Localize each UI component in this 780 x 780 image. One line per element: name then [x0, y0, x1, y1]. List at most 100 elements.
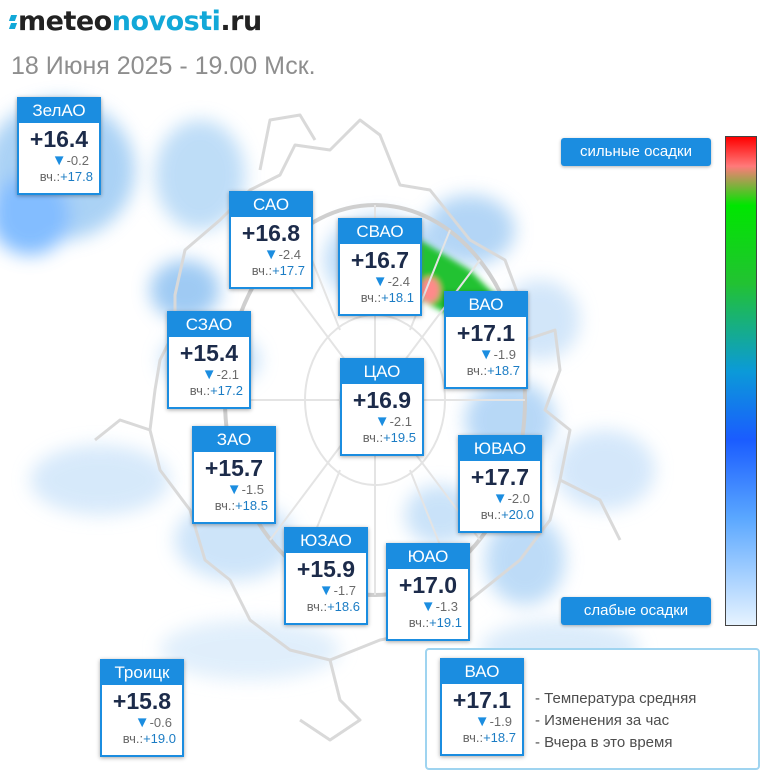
district-temp: +15.8: [112, 688, 172, 714]
district-yesterday: вч.:+18.7: [446, 362, 526, 379]
change-value: -2.4: [387, 274, 410, 289]
legend-key-box: ВАО +17.1 ▼-1.9 вч.:+18.7 - Температура …: [425, 648, 760, 770]
district-change: ▼-2.4: [340, 274, 420, 289]
change-value: -2.1: [389, 414, 412, 429]
yesterday-label: вч.:: [462, 730, 484, 745]
key-line-temp: - Температура средняя: [535, 690, 697, 707]
district-change: ▼-1.5: [194, 482, 274, 497]
district-change: ▼-2.4: [231, 247, 311, 262]
yesterday-label: вч.:: [189, 383, 211, 398]
yesterday-label: вч.:: [306, 599, 328, 614]
district-card-szao[interactable]: СЗАО +15.4 ▼-2.1 вч.:+17.2: [167, 311, 251, 409]
yesterday-label: вч.:: [251, 263, 273, 278]
forecast-date: 18 Июня 2025 - 19.00 Мск.: [11, 52, 316, 80]
district-yesterday: вч.:+18.6: [286, 598, 366, 615]
district-change: ▼-1.3: [388, 599, 468, 614]
district-temp: +15.9: [296, 556, 356, 582]
district-name: ВАО: [446, 293, 526, 317]
district-change: ▼-2.1: [169, 367, 249, 382]
district-name: Троицк: [102, 661, 182, 685]
legend-light-label: слабые осадки: [561, 597, 711, 625]
yesterday-label: вч.:: [214, 498, 236, 513]
district-temp: +15.4: [179, 340, 239, 366]
down-arrow-icon: ▼: [318, 582, 334, 599]
district-card-zao[interactable]: ЗАО +15.7 ▼-1.5 вч.:+18.5: [192, 426, 276, 524]
district-change: ▼-0.6: [102, 715, 182, 730]
yesterday-value: +17.8: [60, 169, 93, 184]
district-yesterday: вч.:+17.7: [231, 262, 311, 279]
district-yesterday: вч.:+19.5: [342, 429, 422, 446]
district-yesterday: вч.:+17.2: [169, 382, 249, 399]
district-yesterday: вч.:+19.0: [102, 730, 182, 747]
down-arrow-icon: ▼: [492, 490, 508, 507]
district-card-sao[interactable]: САО +16.8 ▼-2.4 вч.:+17.7: [229, 191, 313, 289]
district-card-yuvao[interactable]: ЮВАО +17.7 ▼-2.0 вч.:+20.0: [458, 435, 542, 533]
district-yesterday: вч.:+19.1: [388, 614, 468, 631]
down-arrow-icon: ▼: [372, 273, 388, 290]
district-change: ▼-2.0: [460, 491, 540, 506]
down-arrow-icon: ▼: [134, 714, 150, 731]
district-card-vao[interactable]: ВАО +17.1 ▼-1.9 вч.:+18.7: [444, 291, 528, 389]
district-yesterday: вч.:+17.8: [19, 168, 99, 185]
district-card-svao[interactable]: СВАО +16.7 ▼-2.4 вч.:+18.1: [338, 218, 422, 316]
change-value: -1.5: [241, 482, 264, 497]
down-arrow-icon: ▼: [201, 366, 217, 383]
district-name: ЗелАО: [19, 99, 99, 123]
change-value: -2.0: [507, 491, 530, 506]
down-arrow-icon: ▼: [374, 413, 390, 430]
district-name: ЗАО: [194, 428, 274, 452]
site-logo[interactable]: meteonovosti.ru: [8, 6, 262, 37]
yesterday-value: +17.2: [210, 383, 243, 398]
yesterday-label: вч.:: [408, 615, 430, 630]
yesterday-value: +17.7: [272, 263, 305, 278]
district-card-zelao[interactable]: ЗелАО +16.4 ▼-0.2 вч.:+17.8: [17, 97, 101, 195]
district-change: ▼-1.9: [446, 347, 526, 362]
district-yesterday: вч.:+18.5: [194, 497, 274, 514]
yesterday-value: +19.0: [143, 731, 176, 746]
change-value: -1.7: [333, 583, 356, 598]
yesterday-label: вч.:: [480, 507, 502, 522]
legend-sample-card: ВАО +17.1 ▼-1.9 вч.:+18.7: [440, 658, 524, 756]
district-change: ▼-2.1: [342, 414, 422, 429]
district-temp: +17.1: [456, 320, 516, 346]
key-line-yesterday: - Вчера в это время: [535, 734, 673, 751]
yesterday-value: +18.5: [235, 498, 268, 513]
district-card-tsao[interactable]: ЦАО +16.9 ▼-2.1 вч.:+19.5: [340, 358, 424, 456]
district-temp: +16.4: [29, 126, 89, 152]
sample-district-name: ВАО: [442, 660, 522, 684]
down-arrow-icon: ▼: [263, 246, 279, 263]
sample-yesterday-value: +18.7: [483, 730, 516, 745]
district-yesterday: вч.:+18.1: [340, 289, 420, 306]
change-value: -1.9: [493, 347, 516, 362]
yesterday-value: +18.1: [381, 290, 414, 305]
sample-change-value: -1.9: [489, 714, 512, 729]
district-yesterday: вч.:+20.0: [460, 506, 540, 523]
logo-text-meteo: meteo: [18, 6, 112, 37]
district-name: ЦАО: [342, 360, 422, 384]
district-temp: +17.0: [398, 572, 458, 598]
down-arrow-icon: ▼: [420, 598, 436, 615]
district-name: САО: [231, 193, 311, 217]
change-value: -1.3: [435, 599, 458, 614]
yesterday-value: +18.6: [327, 599, 360, 614]
change-value: -0.2: [66, 153, 89, 168]
district-name: ЮАО: [388, 545, 468, 569]
district-change: ▼-0.2: [19, 153, 99, 168]
yesterday-label: вч.:: [466, 363, 488, 378]
legend-heavy-label: сильные осадки: [561, 138, 711, 166]
yesterday-value: +19.5: [383, 430, 416, 445]
change-value: -2.1: [216, 367, 239, 382]
yesterday-label: вч.:: [362, 430, 384, 445]
down-arrow-icon: ▼: [478, 346, 494, 363]
precipitation-scale: [725, 136, 757, 626]
district-name: СВАО: [340, 220, 420, 244]
yesterday-value: +20.0: [501, 507, 534, 522]
district-card-troitsk[interactable]: Троицк +15.8 ▼-0.6 вч.:+19.0: [100, 659, 184, 757]
down-arrow-icon: ▼: [51, 152, 67, 169]
district-card-yuzao[interactable]: ЮЗАО +15.9 ▼-1.7 вч.:+18.6: [284, 527, 368, 625]
district-name: ЮВАО: [460, 437, 540, 461]
down-arrow-icon: ▼: [474, 713, 490, 730]
change-value: -0.6: [149, 715, 172, 730]
district-card-yuao[interactable]: ЮАО +17.0 ▼-1.3 вч.:+19.1: [386, 543, 470, 641]
logo-chevron-icon: [8, 15, 18, 29]
